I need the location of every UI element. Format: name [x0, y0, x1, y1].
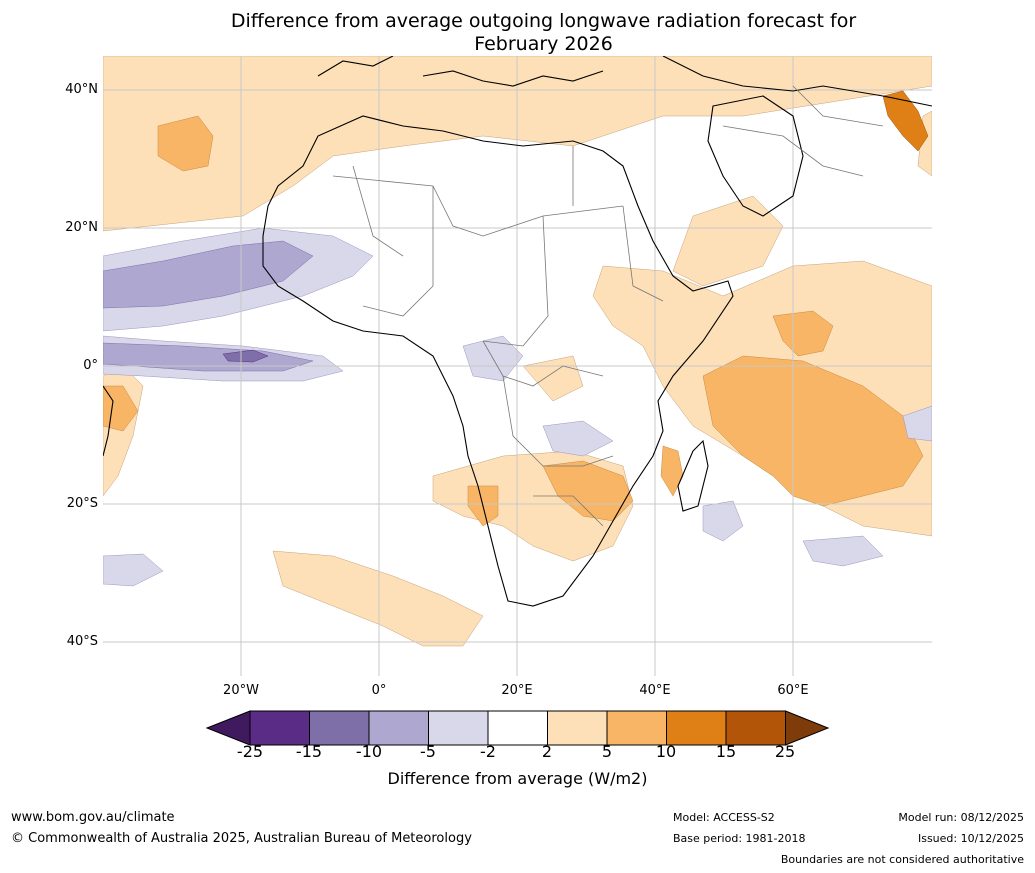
forecast-map: [103, 56, 932, 676]
lon-label-40e: 40°E: [639, 683, 671, 698]
negative-anomaly-medium: [103, 240, 314, 372]
colorbar-swatch-4: [428, 710, 489, 746]
colorbar-label: Difference from average (W/m2): [387, 769, 648, 788]
map-canvas: [103, 56, 932, 676]
colorbar-tick: 10: [655, 742, 677, 761]
lat-label-40n: 40°N: [65, 82, 98, 97]
colorbar: [205, 710, 830, 746]
lon-label-60e: 60°E: [777, 683, 809, 698]
base-period: Base period: 1981-2018: [673, 832, 806, 845]
colorbar-swatch-3: [368, 710, 429, 746]
colorbar-tick: 5: [601, 742, 613, 761]
country-borders: [332, 85, 884, 527]
model-name: Model: ACCESS-S2: [673, 811, 775, 824]
lat-label-40s: 40°S: [66, 634, 98, 649]
colorbar-swatch-7: [606, 710, 667, 746]
colorbar-tick: 15: [715, 742, 737, 761]
title-line-2: February 2026: [474, 33, 613, 55]
gridlines: [103, 56, 932, 676]
lon-label-20e: 20°E: [501, 683, 533, 698]
positive-anomaly-strong: [882, 90, 929, 152]
negative-anomaly-strong: [222, 349, 269, 363]
colorbar-tick: -2: [480, 742, 496, 761]
positive-anomaly-medium: [103, 115, 924, 527]
model-run-date: Model run: 08/12/2025: [898, 811, 1024, 824]
colorbar-tick: -5: [420, 742, 436, 761]
boundaries-disclaimer: Boundaries are not considered authoritat…: [780, 853, 1024, 866]
lat-label-0: 0°: [83, 358, 98, 373]
colorbar-tick: -25: [236, 742, 264, 761]
colorbar-swatch-1: [249, 710, 310, 746]
website-link[interactable]: www.bom.gov.au/climate: [11, 810, 175, 825]
colorbar-swatch-2: [309, 710, 370, 746]
colorbar-swatch-8: [666, 710, 727, 746]
lat-label-20s: 20°S: [66, 496, 98, 511]
lat-label-20n: 20°N: [65, 220, 98, 235]
colorbar-tick: 2: [541, 742, 553, 761]
colorbar-swatch-6: [547, 710, 608, 746]
chart-title: Difference from average outgoing longwav…: [0, 10, 1035, 56]
coastlines: [103, 56, 932, 607]
colorbar-swatch-5: [487, 710, 548, 746]
colorbar-tick: -10: [355, 742, 383, 761]
colorbar-swatch-9: [725, 710, 786, 746]
colorbar-extend-high: [785, 710, 830, 746]
lon-label-0: 0°: [371, 683, 387, 698]
lon-label-20w: 20°W: [223, 683, 259, 698]
colorbar-tick: -15: [295, 742, 323, 761]
issued-date: Issued: 10/12/2025: [917, 832, 1024, 845]
colorbar-extend-low: [205, 710, 251, 746]
colorbar-tick: 25: [774, 742, 796, 761]
copyright-text: © Commonwealth of Australia 2025, Austra…: [11, 831, 472, 846]
title-line-1: Difference from average outgoing longwav…: [230, 10, 857, 32]
